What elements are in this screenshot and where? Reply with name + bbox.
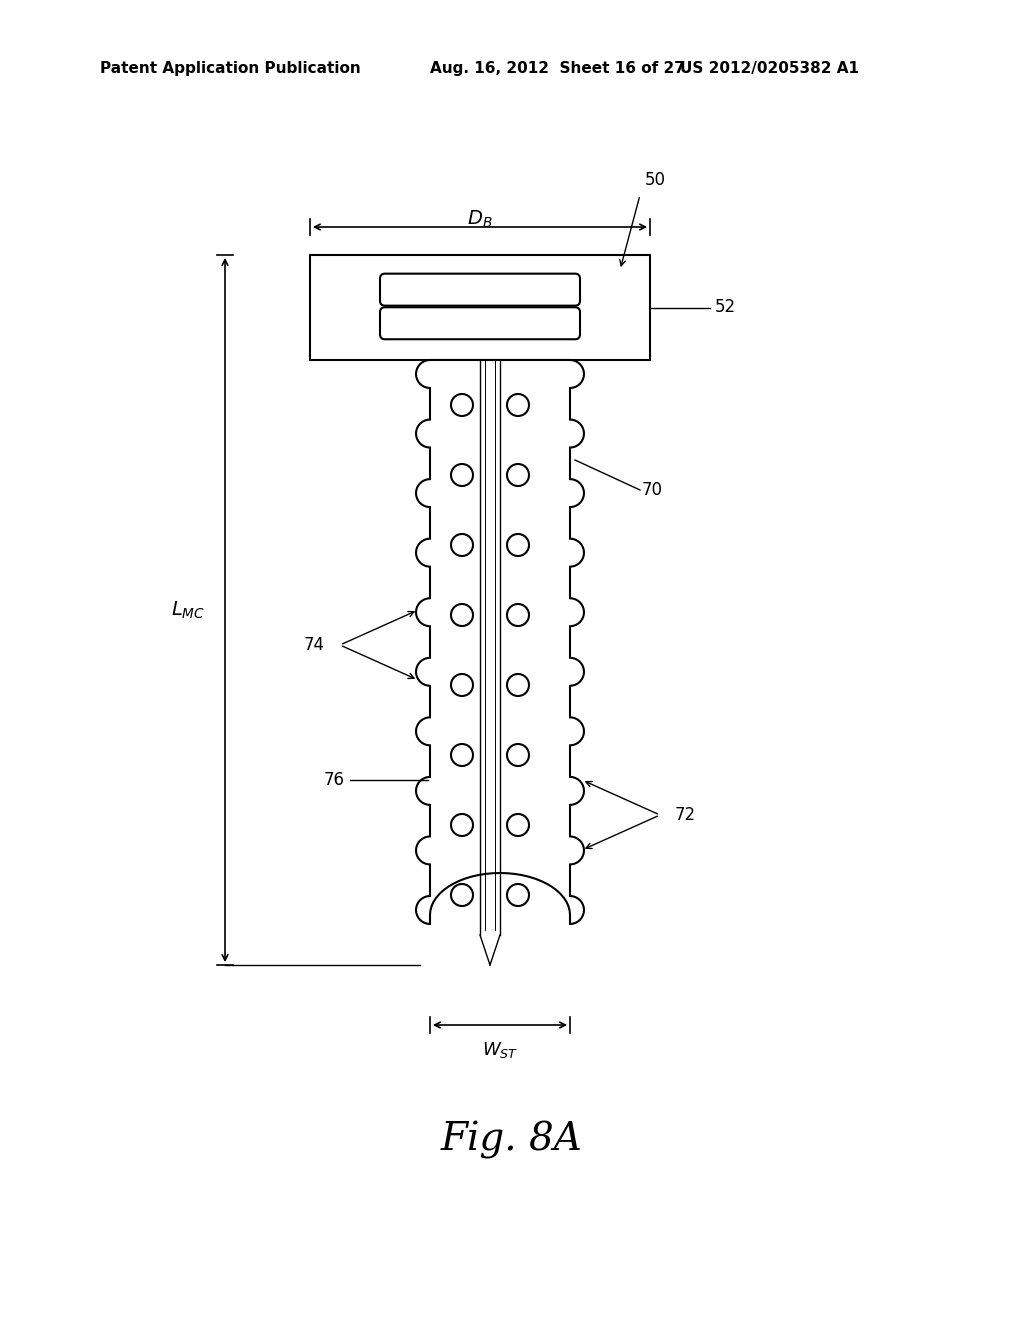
Text: 52: 52 — [715, 298, 736, 317]
Text: $L_{MC}$: $L_{MC}$ — [171, 599, 205, 620]
Text: Fig. 8A: Fig. 8A — [441, 1121, 583, 1159]
Text: 76: 76 — [324, 771, 345, 789]
Text: 72: 72 — [675, 807, 696, 824]
Text: 50: 50 — [645, 172, 666, 189]
Polygon shape — [310, 255, 650, 360]
Polygon shape — [416, 360, 584, 924]
Text: 70: 70 — [642, 480, 663, 499]
Text: Patent Application Publication: Patent Application Publication — [100, 61, 360, 75]
FancyBboxPatch shape — [380, 308, 580, 339]
Text: US 2012/0205382 A1: US 2012/0205382 A1 — [680, 61, 859, 75]
Text: $D_B$: $D_B$ — [467, 209, 493, 230]
Text: 74: 74 — [304, 636, 325, 653]
Text: Aug. 16, 2012  Sheet 16 of 27: Aug. 16, 2012 Sheet 16 of 27 — [430, 61, 685, 75]
Text: $W_{ST}$: $W_{ST}$ — [482, 1040, 518, 1060]
FancyBboxPatch shape — [380, 273, 580, 306]
